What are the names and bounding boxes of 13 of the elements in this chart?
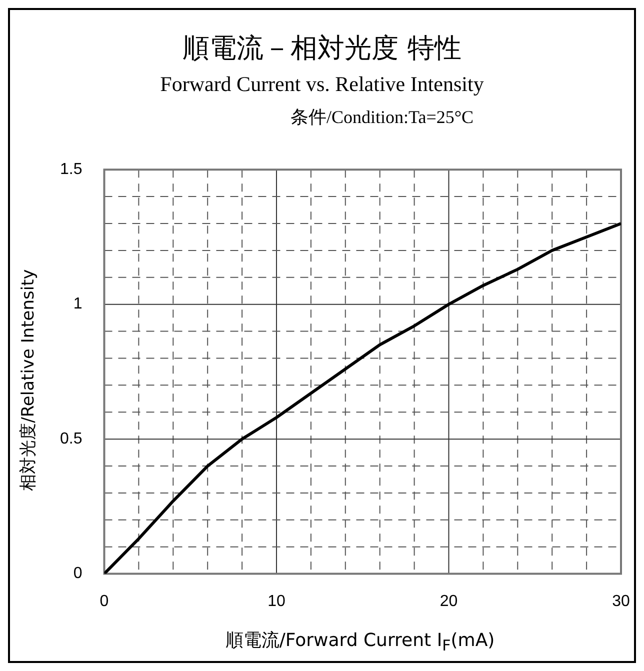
y-tick-label: 0 — [73, 565, 82, 582]
y-axis-title: 相対光度/Relative Intensity — [18, 269, 40, 491]
chart-subtitle: Forward Current vs. Relative Intensity — [159, 72, 485, 97]
x-tick-label: 30 — [612, 592, 630, 610]
x-tick-label: 10 — [268, 592, 286, 610]
text: 条件/Condition:Ta=25°C — [289, 106, 475, 129]
chart-title: 順電流－相対光度 特性 — [182, 32, 462, 66]
y-tick-label: 0.5 — [60, 430, 82, 448]
x-tick-label: 0 — [100, 592, 109, 610]
y-tick-label: 1.5 — [60, 161, 82, 178]
y-tick-label: 1 — [73, 296, 82, 313]
x-axis-title: 順電流/Forward Current I$_{F}$(mA) — [224, 629, 496, 655]
x-tick-label: 20 — [440, 592, 458, 610]
